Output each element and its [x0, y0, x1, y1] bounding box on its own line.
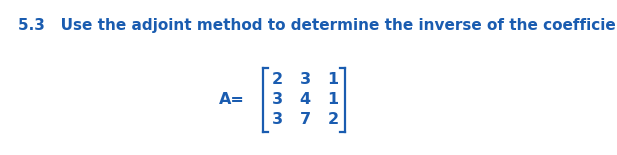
Text: 7: 7	[299, 113, 310, 128]
Text: 3: 3	[271, 93, 283, 108]
Text: 4: 4	[299, 93, 310, 108]
Text: 2: 2	[271, 73, 283, 88]
Text: A=: A=	[219, 93, 245, 108]
Text: 1: 1	[328, 93, 339, 108]
Text: 5.3   Use the adjoint method to determine the inverse of the coefficient matrix : 5.3 Use the adjoint method to determine …	[18, 18, 617, 33]
Text: 3: 3	[271, 113, 283, 128]
Text: 2: 2	[328, 113, 339, 128]
Text: 3: 3	[299, 73, 310, 88]
Text: 1: 1	[328, 73, 339, 88]
